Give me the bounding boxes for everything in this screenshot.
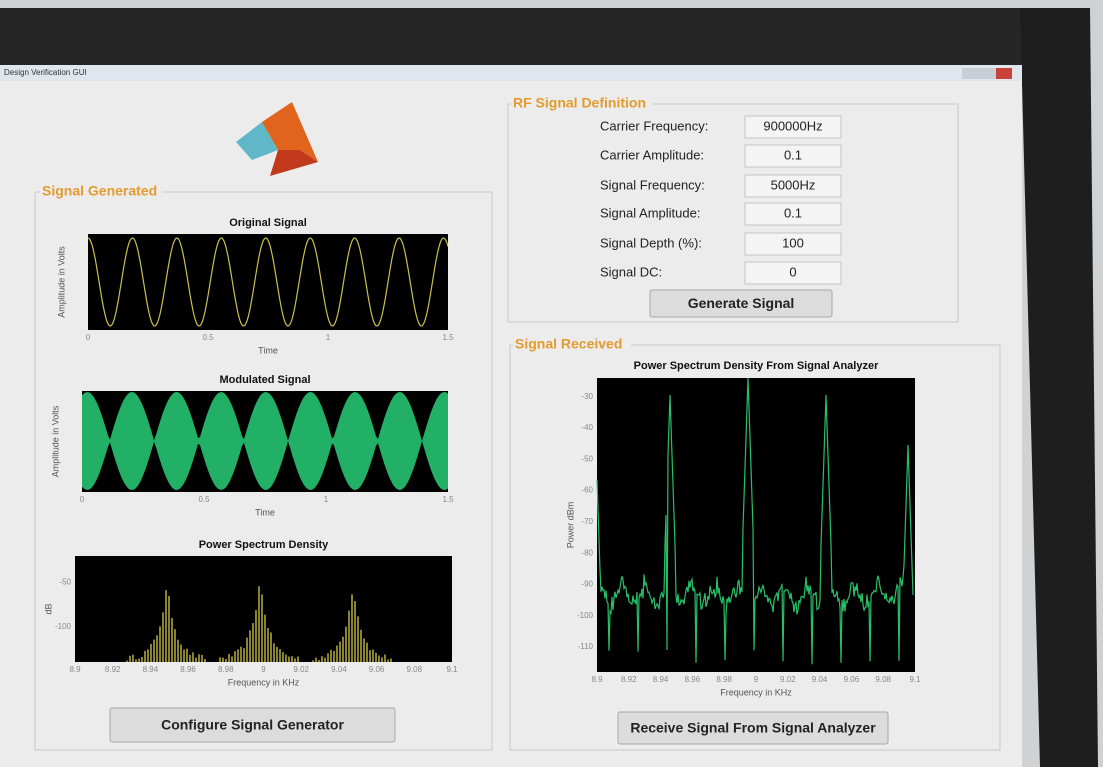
x-tick-label: 9.08 — [875, 675, 891, 684]
x-tick-label: 8.92 — [105, 665, 121, 674]
y-axis-label: Amplitude in Volts — [56, 246, 66, 318]
y-axis-label: dB — [43, 603, 53, 614]
x-tick-label: 8.98 — [716, 675, 732, 684]
x-tick-label: 1.5 — [442, 333, 454, 342]
modulated-waveform — [82, 392, 448, 490]
panel-title: Signal Received — [515, 336, 622, 352]
y-tick-label: -50 — [59, 578, 71, 587]
x-tick-label: 1.5 — [442, 495, 454, 504]
x-tick-label: 9.1 — [909, 675, 921, 684]
y-tick-label: -70 — [581, 517, 593, 526]
x-tick-label: 9.08 — [407, 665, 423, 674]
field-label: Carrier Frequency: — [600, 118, 708, 133]
x-tick-label: 9.1 — [446, 665, 458, 674]
button-label: Configure Signal Generator — [161, 717, 344, 733]
x-tick-label: 0.5 — [202, 333, 214, 342]
x-axis-label: Frequency in KHz — [720, 687, 792, 697]
field-label: Signal Frequency: — [600, 177, 705, 192]
field-label: Signal Amplitude: — [600, 205, 700, 220]
y-axis-label: Power dBm — [565, 502, 575, 549]
x-tick-label: 8.96 — [685, 675, 701, 684]
title-bar — [0, 65, 1022, 81]
field-value: 5000Hz — [771, 177, 816, 192]
y-tick-label: -30 — [581, 392, 593, 401]
y-tick-label: -40 — [581, 423, 593, 432]
field-value: 0.1 — [784, 147, 802, 162]
field-value: 0 — [789, 264, 796, 279]
y-tick-label: -60 — [581, 486, 593, 495]
x-tick-label: 0 — [86, 333, 91, 342]
x-tick-label: 1 — [324, 495, 329, 504]
button-label: Receive Signal From Signal Analyzer — [630, 720, 876, 736]
bezel-top — [0, 8, 1090, 68]
y-tick-label: -50 — [581, 454, 593, 463]
plot-title: Original Signal — [229, 217, 307, 229]
x-tick-label: 8.92 — [621, 675, 637, 684]
y-tick-label: -90 — [581, 580, 593, 589]
x-tick-label: 9.04 — [812, 675, 828, 684]
x-tick-label: 8.9 — [69, 665, 81, 674]
button-label: Generate Signal — [688, 295, 795, 311]
plot-area — [75, 556, 452, 662]
x-tick-label: 9.02 — [293, 665, 309, 674]
x-tick-label: 8.9 — [591, 675, 603, 684]
y-tick-label: -100 — [577, 611, 594, 620]
field-label: Signal DC: — [600, 264, 662, 279]
plot-title: Power Spectrum Density — [199, 539, 329, 551]
x-tick-label: 9 — [754, 675, 759, 684]
x-tick-label: 1 — [326, 333, 331, 342]
screen-photo: Design Verification GUI Signal Generated… — [0, 0, 1103, 767]
x-tick-label: 9.06 — [369, 665, 385, 674]
x-tick-label: 9.04 — [331, 665, 347, 674]
field-label: Carrier Amplitude: — [600, 147, 704, 162]
y-tick-label: -80 — [581, 548, 593, 557]
panel-title: RF Signal Definition — [513, 95, 646, 111]
field-value: 0.1 — [784, 205, 802, 220]
plot-title: Power Spectrum Density From Signal Analy… — [634, 360, 879, 372]
plot-title: Modulated Signal — [219, 374, 310, 386]
x-tick-label: 0.5 — [198, 495, 210, 504]
field-value: 100 — [782, 235, 804, 250]
x-tick-label: 8.96 — [180, 665, 196, 674]
y-axis-label: Amplitude in Volts — [50, 405, 60, 477]
window-title: Design Verification GUI — [4, 68, 87, 77]
field-value: 900000Hz — [763, 118, 822, 133]
x-tick-label: 9.06 — [844, 675, 860, 684]
field-label: Signal Depth (%): — [600, 235, 702, 250]
x-tick-label: 8.98 — [218, 665, 234, 674]
x-tick-label: 8.94 — [653, 675, 669, 684]
y-tick-label: -100 — [55, 622, 72, 631]
x-tick-label: 0 — [80, 495, 85, 504]
x-axis-label: Time — [255, 507, 275, 517]
y-tick-label: -110 — [578, 642, 594, 651]
close-button[interactable] — [996, 68, 1012, 79]
x-axis-label: Time — [258, 345, 278, 355]
panel-title: Signal Generated — [42, 183, 157, 199]
x-tick-label: 8.94 — [143, 665, 159, 674]
x-tick-label: 9.02 — [780, 675, 796, 684]
x-axis-label: Frequency in KHz — [228, 677, 300, 687]
plot-area — [597, 378, 915, 672]
x-tick-label: 9 — [261, 665, 266, 674]
